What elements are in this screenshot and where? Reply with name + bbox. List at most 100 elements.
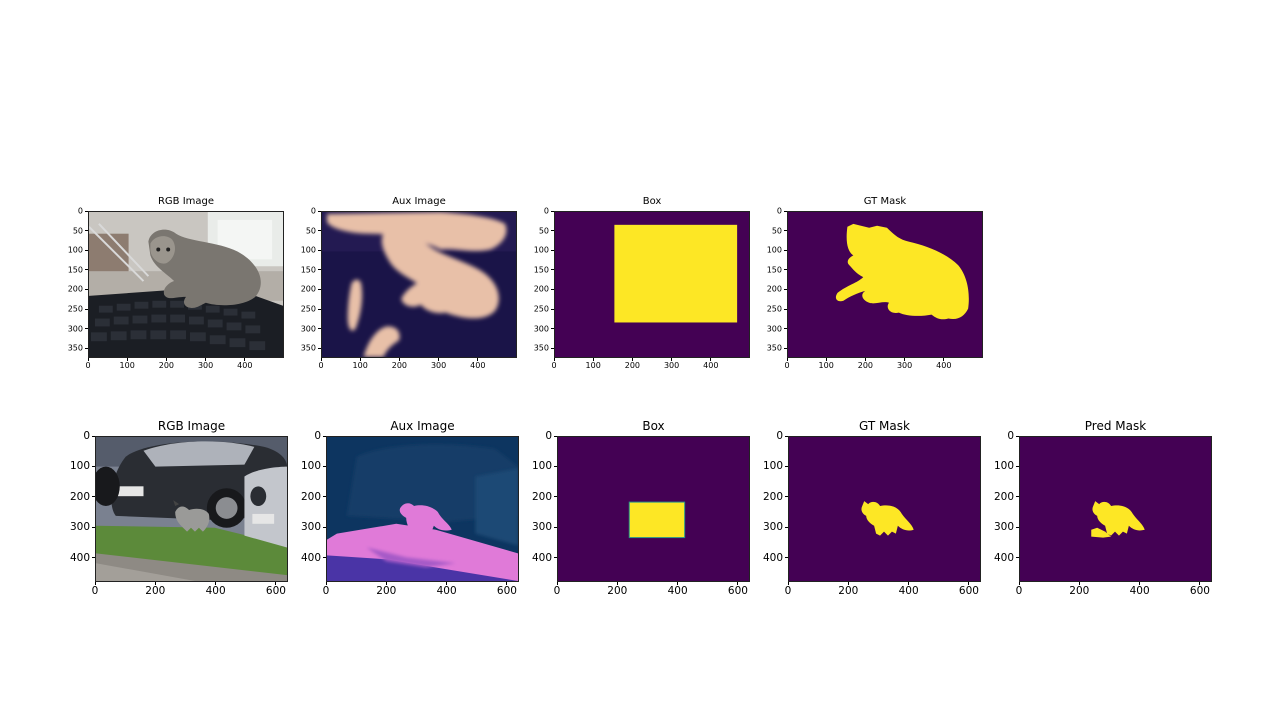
- x-tick-label: 0: [553, 585, 561, 597]
- x-tick-mark: [126, 358, 128, 361]
- y-tick-label: 250: [300, 304, 316, 314]
- panel-top-box: Box: [554, 196, 750, 358]
- y-tick-mark: [318, 249, 321, 251]
- kitten-gt-mask-image: [787, 211, 983, 358]
- y-tick-mark: [1016, 557, 1019, 559]
- y-tick-mark: [85, 210, 88, 212]
- x-tick-label: 300: [896, 361, 913, 370]
- x-tick-label: 200: [376, 585, 397, 597]
- panel-top-gt: GT Mask: [787, 196, 983, 358]
- x-tick-label: 100: [352, 361, 368, 370]
- y-tick-label: 100: [300, 245, 316, 255]
- y-tick-mark: [318, 288, 321, 290]
- x-tick-label: 300: [430, 361, 447, 370]
- y-tick-label: 150: [67, 265, 83, 275]
- y-tick-label: 0: [1007, 430, 1014, 442]
- x-tick-mark: [943, 358, 945, 361]
- y-tick-label: 300: [67, 324, 83, 334]
- y-tick-mark: [784, 288, 787, 290]
- panel-bottom-pred: Pred Mask: [1019, 419, 1212, 582]
- y-tick-mark: [323, 465, 326, 467]
- x-tick-label: 400: [205, 585, 226, 597]
- y-tick-label: 0: [545, 430, 552, 442]
- y-tick-label: 50: [305, 226, 316, 236]
- y-tick-mark: [92, 496, 95, 498]
- y-tick-mark: [318, 210, 321, 212]
- x-tick-mark: [398, 358, 400, 361]
- x-tick-label: 200: [158, 361, 175, 370]
- y-tick-label: 300: [531, 521, 552, 534]
- panel-title: Box: [642, 419, 665, 433]
- x-tick-label: 0: [784, 361, 790, 370]
- y-tick-label: 200: [300, 490, 321, 503]
- panel-bottom-box: Box: [557, 419, 750, 582]
- y-tick-label: 400: [993, 551, 1014, 564]
- y-tick-mark: [318, 269, 321, 271]
- y-tick-label: 150: [533, 265, 549, 275]
- y-tick-label: 200: [531, 490, 552, 503]
- x-tick-label: 400: [898, 585, 919, 597]
- y-tick-mark: [85, 288, 88, 290]
- x-tick-label: 0: [1015, 585, 1023, 597]
- x-tick-label: 200: [857, 361, 874, 370]
- y-tick-mark: [784, 249, 787, 251]
- y-tick-label: 250: [67, 304, 83, 314]
- y-tick-label: 400: [531, 551, 552, 564]
- x-tick-label: 0: [551, 361, 557, 370]
- x-tick-label: 200: [391, 361, 408, 370]
- x-tick-label: 100: [119, 361, 135, 370]
- kitten-on-keyboard-image: [88, 211, 284, 358]
- y-tick-label: 300: [300, 521, 321, 534]
- x-tick-label: 0: [91, 585, 99, 597]
- panel-bottom-gt: GT Mask: [788, 419, 981, 582]
- y-tick-label: 100: [531, 460, 552, 473]
- x-tick-mark: [477, 358, 479, 361]
- y-tick-label: 300: [533, 324, 549, 334]
- y-tick-mark: [785, 526, 788, 528]
- panel-bottom-aux: Aux Image: [326, 419, 519, 582]
- x-tick-label: 100: [818, 361, 834, 370]
- y-tick-label: 300: [766, 324, 782, 334]
- y-tick-label: 200: [69, 490, 90, 503]
- x-tick-label: 600: [265, 585, 286, 597]
- y-tick-mark: [85, 308, 88, 310]
- y-tick-mark: [323, 496, 326, 498]
- x-tick-mark: [968, 582, 970, 585]
- panel-title: Box: [642, 196, 662, 207]
- box-mask-image: [554, 211, 750, 358]
- y-tick-label: 0: [776, 206, 782, 216]
- x-tick-mark: [1139, 582, 1141, 585]
- y-tick-mark: [85, 249, 88, 251]
- y-tick-label: 100: [69, 460, 90, 473]
- panel-title: Aux Image: [392, 196, 446, 207]
- y-tick-label: 100: [766, 245, 782, 255]
- y-tick-mark: [554, 435, 557, 437]
- panel-title: Pred Mask: [1084, 419, 1147, 433]
- y-tick-mark: [1016, 465, 1019, 467]
- x-tick-mark: [710, 358, 712, 361]
- y-tick-label: 50: [72, 226, 83, 236]
- y-tick-mark: [785, 465, 788, 467]
- x-tick-mark: [87, 358, 89, 361]
- x-tick-label: 0: [784, 585, 792, 597]
- y-tick-mark: [323, 526, 326, 528]
- y-tick-label: 350: [67, 343, 83, 353]
- y-tick-mark: [554, 557, 557, 559]
- y-tick-label: 150: [766, 265, 782, 275]
- x-tick-mark: [244, 358, 246, 361]
- y-tick-mark: [318, 230, 321, 232]
- panel-top-aux: Aux Image: [321, 196, 517, 358]
- x-tick-mark: [904, 358, 906, 361]
- y-tick-label: 200: [67, 284, 83, 294]
- y-tick-mark: [551, 347, 554, 349]
- y-tick-label: 0: [314, 430, 321, 442]
- panel-title: Aux Image: [390, 419, 455, 433]
- x-tick-label: 400: [1129, 585, 1150, 597]
- y-tick-mark: [318, 347, 321, 349]
- x-tick-mark: [154, 582, 156, 585]
- kitten-aux-image: [321, 211, 517, 358]
- y-tick-mark: [551, 328, 554, 330]
- x-tick-label: 600: [958, 585, 979, 597]
- y-tick-label: 300: [993, 521, 1014, 534]
- x-tick-mark: [677, 582, 679, 585]
